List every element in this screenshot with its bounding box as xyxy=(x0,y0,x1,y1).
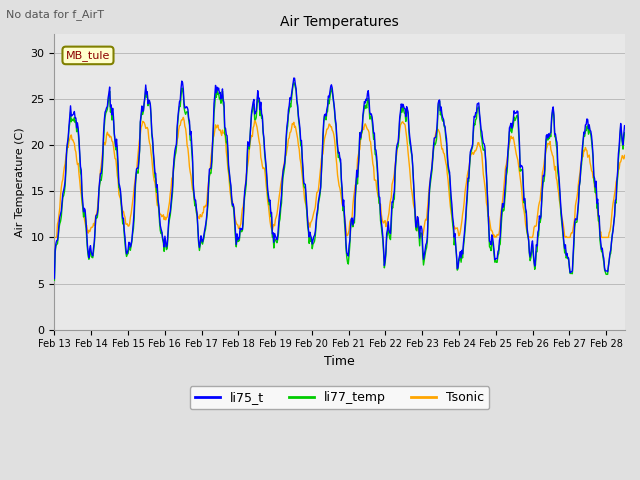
Text: MB_tule: MB_tule xyxy=(66,50,110,61)
Legend: li75_t, li77_temp, Tsonic: li75_t, li77_temp, Tsonic xyxy=(190,386,489,409)
X-axis label: Time: Time xyxy=(324,355,355,368)
Title: Air Temperatures: Air Temperatures xyxy=(280,15,399,29)
Y-axis label: Air Temperature (C): Air Temperature (C) xyxy=(15,127,25,237)
Text: No data for f_AirT: No data for f_AirT xyxy=(6,9,104,20)
